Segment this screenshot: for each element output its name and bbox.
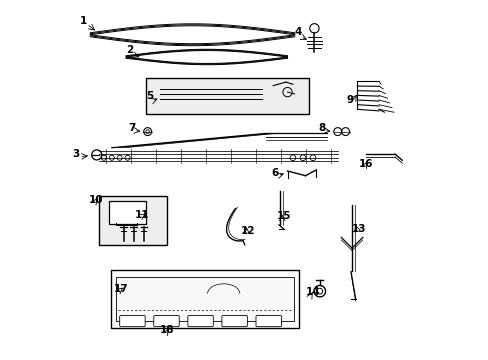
FancyBboxPatch shape bbox=[222, 316, 247, 327]
FancyBboxPatch shape bbox=[99, 196, 167, 244]
Text: 3: 3 bbox=[72, 149, 80, 159]
Text: 17: 17 bbox=[113, 284, 128, 294]
Text: 9: 9 bbox=[346, 95, 353, 105]
Text: 13: 13 bbox=[351, 224, 366, 234]
FancyBboxPatch shape bbox=[153, 316, 179, 327]
Text: 16: 16 bbox=[359, 159, 373, 170]
FancyBboxPatch shape bbox=[187, 316, 213, 327]
Text: 15: 15 bbox=[276, 211, 291, 221]
FancyBboxPatch shape bbox=[120, 316, 145, 327]
Text: 12: 12 bbox=[241, 226, 255, 236]
FancyBboxPatch shape bbox=[108, 201, 145, 225]
Text: 6: 6 bbox=[271, 168, 278, 179]
Text: 2: 2 bbox=[126, 45, 133, 55]
Text: 5: 5 bbox=[145, 91, 153, 101]
Text: 11: 11 bbox=[135, 210, 149, 220]
Text: 1: 1 bbox=[80, 16, 86, 26]
Text: 10: 10 bbox=[88, 195, 103, 205]
FancyBboxPatch shape bbox=[145, 78, 308, 114]
Text: 7: 7 bbox=[128, 122, 135, 132]
FancyBboxPatch shape bbox=[255, 316, 281, 327]
FancyBboxPatch shape bbox=[110, 270, 299, 328]
Text: 8: 8 bbox=[317, 122, 325, 132]
Text: 14: 14 bbox=[305, 288, 320, 297]
Text: 18: 18 bbox=[160, 325, 174, 336]
Text: 4: 4 bbox=[294, 27, 302, 37]
FancyBboxPatch shape bbox=[116, 277, 293, 321]
